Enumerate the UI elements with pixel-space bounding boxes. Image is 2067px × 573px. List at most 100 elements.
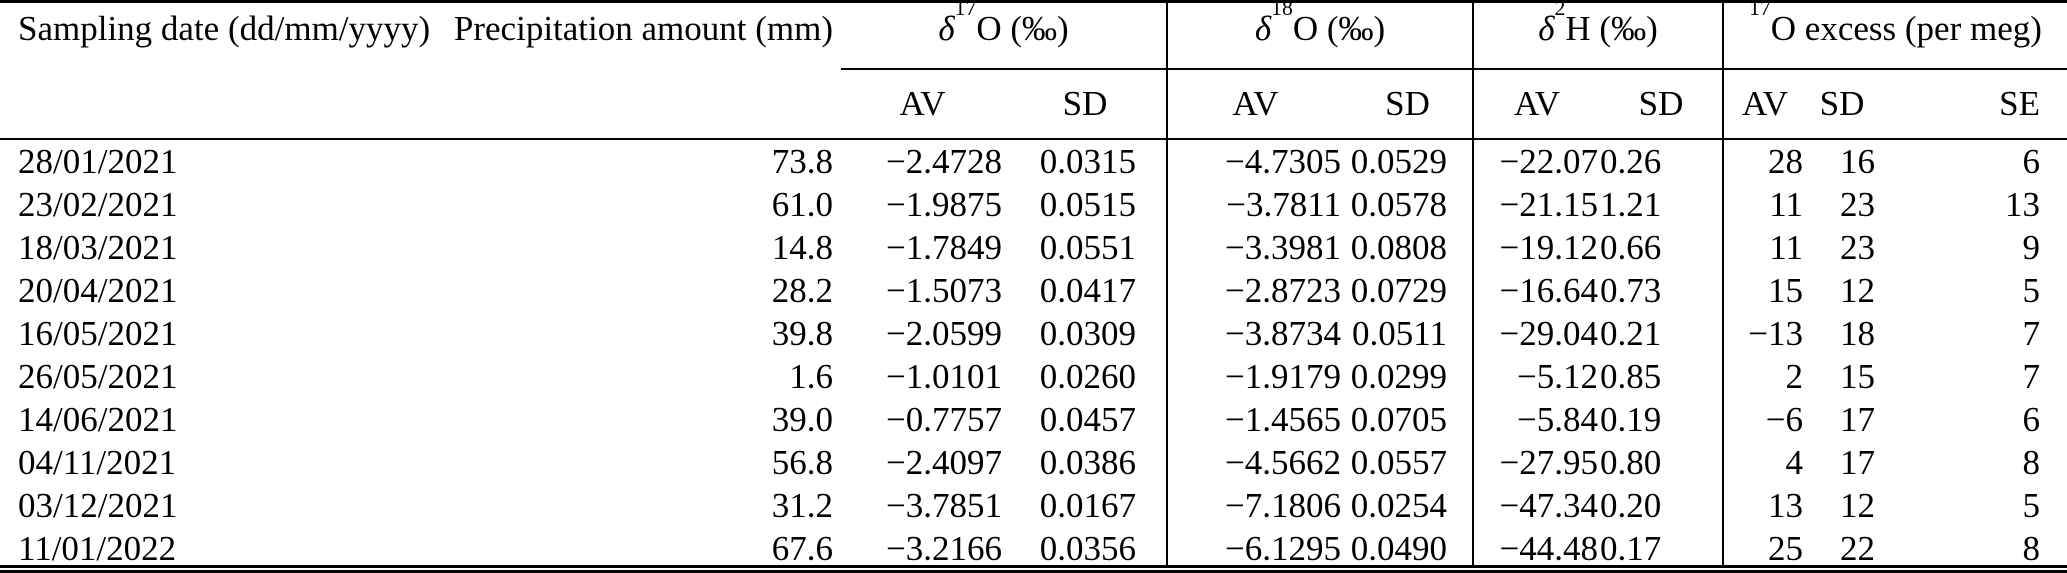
- cell-o17-excess-sd: 17: [1840, 399, 1875, 439]
- cell-d18o-av: −1.4565: [1225, 399, 1341, 439]
- cell-o17-excess-se: 13: [2005, 184, 2041, 224]
- subheader-d18o-sd: SD: [1343, 69, 1474, 140]
- isotope-superscript: 2: [1554, 0, 1566, 21]
- cell-d17o-av: −1.7849: [886, 227, 1002, 267]
- cell-d17o-av: −0.7757: [886, 399, 1002, 439]
- cell-d18o-sd: 0.0808: [1343, 226, 1474, 269]
- table-row: 04/11/2021 56.8 −2.4097 0.0386 −4.5662 0.0557…: [0, 441, 2067, 484]
- table-row: 16/05/2021 39.8 −2.0599 0.0309 −3.8734 0.0511…: [0, 312, 2067, 355]
- cell-d18o-av: −3.3981: [1225, 227, 1341, 267]
- group-header-label: O excess (per meg): [1770, 9, 2042, 48]
- group-header-label: O (‰): [1292, 9, 1386, 48]
- table-row: 28/01/2021 73.8 −2.4728 0.0315 −4.7305 0.0529…: [0, 139, 2067, 183]
- isotope-superscript: 17: [954, 0, 977, 21]
- cell-o17-excess-se: 6: [2022, 141, 2041, 181]
- subheader-17o-excess-av: AV: [1723, 69, 1806, 140]
- cell-d2h-av: −5.84: [1517, 399, 1598, 439]
- cell-precipitation-amount: 39.8: [771, 313, 833, 353]
- cell-sampling-date: 18/03/2021: [18, 227, 178, 267]
- cell-o17-excess-sd: 12: [1840, 485, 1875, 525]
- cell-o17-excess-av: 11: [1769, 184, 1803, 224]
- cell-d2h-av: −47.34: [1499, 485, 1599, 525]
- cell-o17-excess-sd: 18: [1840, 313, 1875, 353]
- cell-d2h-av: −22.07: [1499, 141, 1599, 181]
- subheader-d2h-sd: SD: [1600, 69, 1724, 140]
- cell-precipitation-amount: 61.0: [771, 184, 833, 224]
- cell-o17-excess-av: 13: [1768, 485, 1803, 525]
- cell-d17o-av: −2.4097: [886, 442, 1002, 482]
- cell-sampling-date: 14/06/2021: [18, 399, 178, 439]
- cell-d18o-sd: 0.0511: [1343, 312, 1474, 355]
- cell-d2h-sd: 0.26: [1600, 139, 1724, 183]
- cell-d17o-av: −3.2166: [886, 528, 1002, 568]
- cell-d18o-sd: 0.0529: [1343, 139, 1474, 183]
- cell-sampling-date: 23/02/2021: [18, 184, 178, 224]
- cell-d17o-sd: 0.0386: [1004, 441, 1168, 484]
- isotope-superscript: 18: [1271, 0, 1293, 21]
- table-row: 23/02/2021 61.0 −1.9875 0.0515 −3.7811 0.0578…: [0, 183, 2067, 226]
- cell-o17-excess-se: 5: [2022, 270, 2041, 310]
- cell-d18o-av: −3.7811: [1226, 184, 1341, 224]
- cell-d17o-sd: 0.0551: [1004, 226, 1168, 269]
- cell-o17-excess-av: −6: [1765, 399, 1803, 439]
- cell-d18o-av: −4.7305: [1225, 141, 1341, 181]
- cell-o17-excess-av: 28: [1768, 141, 1803, 181]
- cell-d17o-av: −3.7851: [886, 485, 1002, 525]
- header-row-groups: Sampling date (dd/mm/yyyy) Precipitation…: [0, 0, 2067, 140]
- cell-sampling-date: 20/04/2021: [18, 270, 178, 310]
- cell-d18o-sd: 0.0490: [1343, 527, 1474, 565]
- cell-sampling-date: 04/11/2021: [18, 442, 177, 482]
- cell-d18o-sd: 0.0254: [1343, 484, 1474, 527]
- cell-d18o-av: −3.8734: [1225, 313, 1341, 353]
- cell-d2h-av: −21.15: [1499, 184, 1599, 224]
- cell-d17o-av: −1.9875: [886, 184, 1002, 224]
- table-row: 20/04/2021 28.2 −1.5073 0.0417 −2.8723 0.0729…: [0, 269, 2067, 312]
- cell-o17-excess-sd: 23: [1840, 184, 1875, 224]
- table-header: Sampling date (dd/mm/yyyy) Precipitation…: [0, 0, 2067, 140]
- cell-d17o-av: −2.0599: [886, 313, 1002, 353]
- cell-o17-excess-av: 11: [1769, 227, 1803, 267]
- table-row: 11/01/2022 67.6 −3.2166 0.0356 −6.1295 0.0490…: [0, 527, 2067, 568]
- cell-d17o-sd: 0.0309: [1004, 312, 1168, 355]
- group-header-label: H (‰): [1565, 9, 1658, 48]
- delta-symbol: δ: [1254, 9, 1272, 48]
- table-row: 18/03/2021 14.8 −1.7849 0.0551 −3.3981 0.0808…: [0, 226, 2067, 269]
- table-row: 26/05/2021 1.6 −1.0101 0.0260 −1.9179 0.0299 −…: [0, 355, 2067, 398]
- cell-d18o-sd: 0.0299: [1343, 355, 1474, 398]
- cell-o17-excess-se: 8: [2022, 528, 2041, 568]
- cell-o17-excess-se: 7: [2022, 356, 2041, 396]
- cell-d18o-av: −6.1295: [1225, 528, 1341, 568]
- cell-d2h-sd: 0.17: [1600, 527, 1724, 565]
- group-header-label: O (‰): [976, 9, 1069, 48]
- table-row: 03/12/2021 31.2 −3.7851 0.0167 −7.1806 0.0254…: [0, 484, 2067, 527]
- cell-sampling-date: 16/05/2021: [18, 313, 178, 353]
- cell-d2h-av: −5.12: [1517, 356, 1598, 396]
- cell-o17-excess-av: 2: [1785, 356, 1804, 396]
- cell-d17o-sd: 0.0167: [1004, 484, 1168, 527]
- cell-d2h-sd: 0.73: [1600, 269, 1724, 312]
- cell-d2h-av: −29.04: [1499, 313, 1599, 353]
- cell-o17-excess-sd: 17: [1840, 442, 1875, 482]
- cell-d17o-sd: 0.0417: [1004, 269, 1168, 312]
- cell-precipitation-amount: 31.2: [771, 485, 833, 525]
- cell-precipitation-amount: 67.6: [771, 528, 833, 568]
- cell-precipitation-amount: 56.8: [771, 442, 833, 482]
- cell-o17-excess-se: 9: [2022, 227, 2041, 267]
- cell-d2h-sd: 0.20: [1600, 484, 1724, 527]
- cell-d2h-sd: 0.21: [1600, 312, 1724, 355]
- header-row-subcolumns: AV SD AV SD AV SD AV SD SE: [0, 69, 2067, 140]
- cell-precipitation-amount: 14.8: [771, 227, 833, 267]
- cell-o17-excess-sd: 23: [1840, 227, 1875, 267]
- cell-precipitation-amount: 28.2: [771, 270, 833, 310]
- cell-sampling-date: 03/12/2021: [18, 485, 178, 525]
- cell-d18o-av: −4.5662: [1225, 442, 1341, 482]
- column-header-sampling-date: Sampling date (dd/mm/yyyy): [0, 3, 430, 140]
- group-header-17o-excess: 17O excess (per meg): [1723, 3, 2067, 70]
- table-body: 28/01/2021 73.8 −2.4728 0.0315 −4.7305 0.0529…: [0, 139, 2067, 568]
- cell-sampling-date: 11/01/2022: [18, 528, 177, 568]
- cell-precipitation-amount: 73.8: [771, 141, 833, 181]
- cell-o17-excess-se: 7: [2022, 313, 2041, 353]
- subheader-17o-excess-se: SE: [1878, 69, 2067, 140]
- cell-d2h-av: −27.95: [1499, 442, 1599, 482]
